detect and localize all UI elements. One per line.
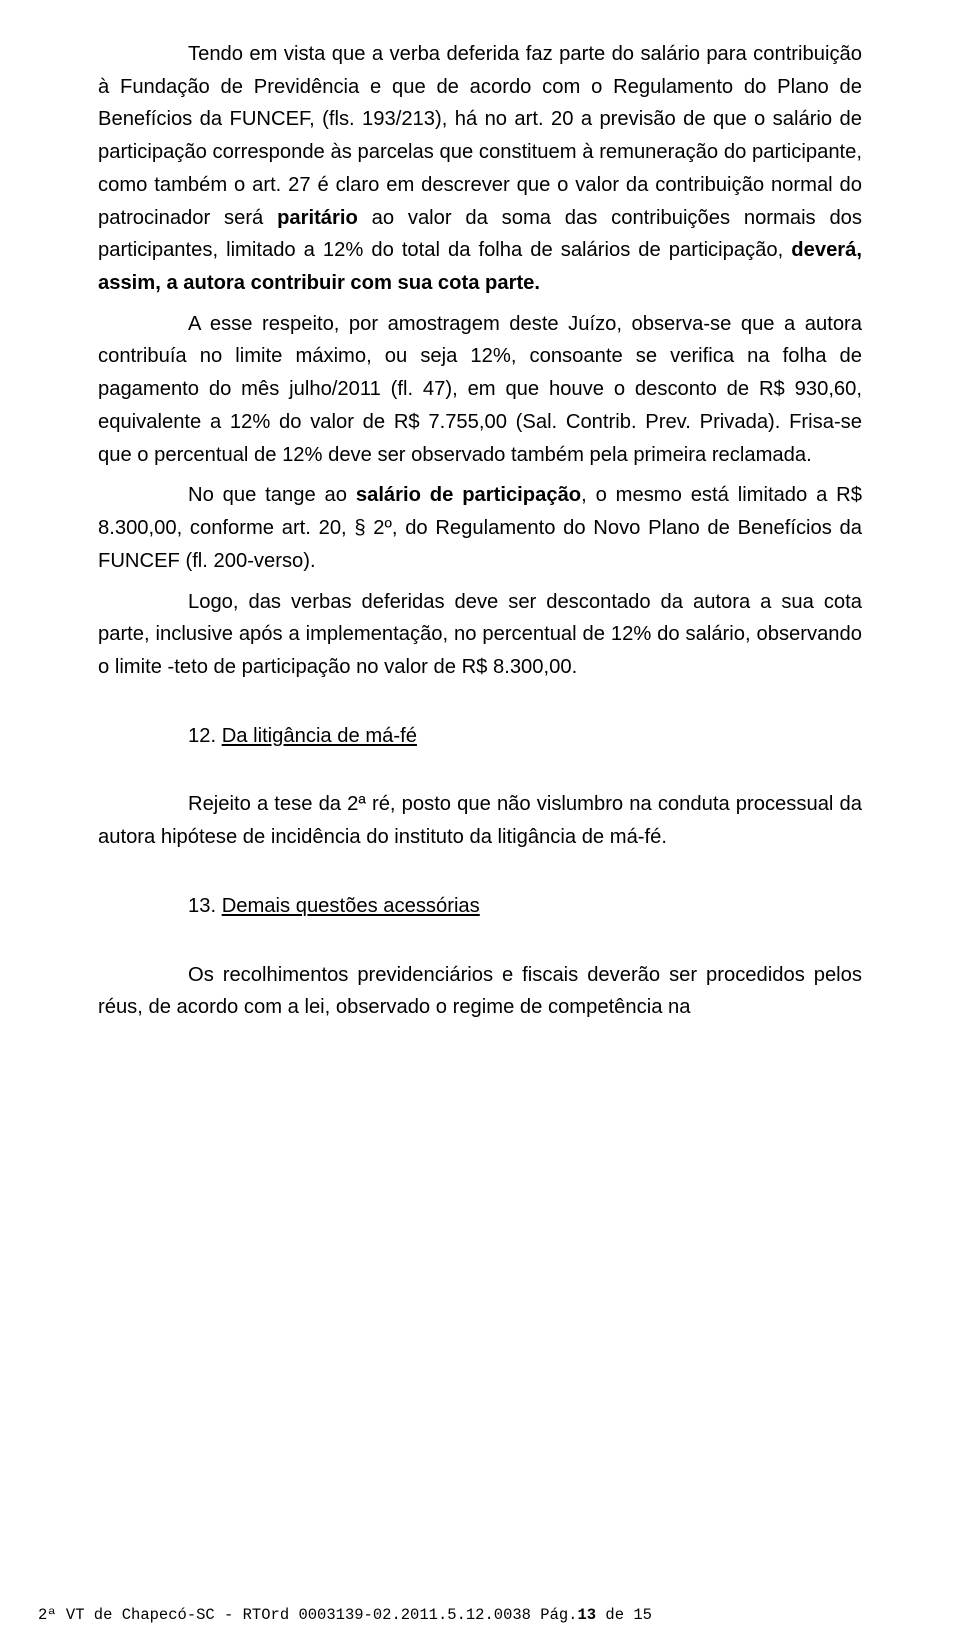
paragraph-5: Rejeito a tese da 2ª ré, posto que não v… <box>98 788 862 853</box>
paragraph-6: Os recolhimentos previdenciários e fisca… <box>98 959 862 1024</box>
section-heading-13: 13. Demais questões acessórias <box>98 890 862 923</box>
page-footer: 2ª VT de Chapecó-SC - RTOrd 0003139-02.2… <box>38 1606 652 1624</box>
footer-page-total: 15 <box>633 1606 652 1624</box>
section-13-title: Demais questões acessórias <box>222 895 480 917</box>
footer-page-current: 13 <box>578 1606 597 1624</box>
paragraph-1-part-a: Tendo em vista que a verba deferida faz … <box>98 43 862 229</box>
paragraph-2: A esse respeito, por amostragem deste Ju… <box>98 308 862 472</box>
section-12-number: 12. <box>188 725 222 747</box>
paragraph-1: Tendo em vista que a verba deferida faz … <box>98 38 862 300</box>
paragraph-1-bold-1: paritário <box>277 207 358 229</box>
paragraph-3: No que tange ao salário de participação,… <box>98 479 862 577</box>
section-13-number: 13. <box>188 895 222 917</box>
body-text: Tendo em vista que a verba deferida faz … <box>98 38 862 1024</box>
paragraph-4: Logo, das verbas deferidas deve ser desc… <box>98 586 862 684</box>
footer-case-ref: 2ª VT de Chapecó-SC - RTOrd 0003139-02.2… <box>38 1606 578 1624</box>
paragraph-3-bold: salário de participação <box>356 484 581 506</box>
document-page: Tendo em vista que a verba deferida faz … <box>0 0 960 1646</box>
footer-page-sep: de <box>596 1606 633 1624</box>
paragraph-3-part-a: No que tange ao <box>188 484 356 506</box>
section-12-title: Da litigância de má-fé <box>222 725 417 747</box>
section-heading-12: 12. Da litigância de má-fé <box>98 720 862 753</box>
